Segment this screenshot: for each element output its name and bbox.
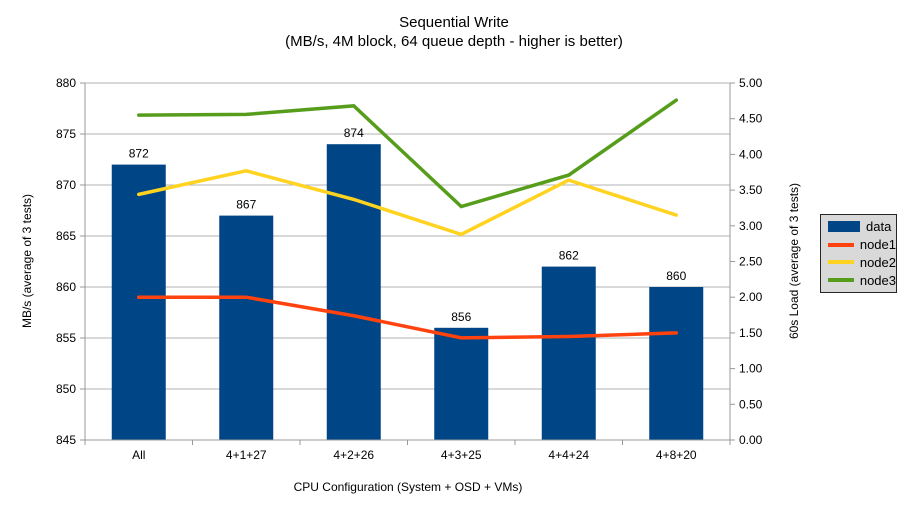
left-tick-label: 845 [56,433,76,447]
bar-swatch-icon [828,221,860,233]
right-tick-label: 3.50 [739,183,763,197]
category-label: 4+8+20 [656,448,697,462]
category-label: 4+1+27 [226,448,267,462]
right-tick-label: 1.00 [739,362,763,376]
left-axis-title: MB/s (average of 3 tests) [20,193,34,329]
left-tick-label: 850 [56,382,76,396]
line-swatch-icon [828,260,854,265]
bar [434,327,489,440]
category-label: 4+4+24 [548,448,589,462]
right-tick-label: 0.50 [739,397,763,411]
category-label: 4+3+25 [441,448,482,462]
right-tick-label: 1.50 [739,326,763,340]
right-tick-label: 4.00 [739,147,763,161]
right-tick-label: 3.00 [739,219,763,233]
bar-value-label: 860 [666,269,686,283]
left-tick-label: 855 [56,331,76,345]
left-tick-label: 875 [56,127,76,141]
chart-title: Sequential Write [399,14,509,31]
right-tick-label: 0.00 [739,433,763,447]
right-tick-label: 2.50 [739,255,763,269]
bar [649,287,704,440]
legend-item-node3: node3 [828,274,896,287]
bar [541,266,596,440]
line-node3 [137,98,678,209]
line-swatch-icon [828,278,854,283]
bar-value-label: 862 [559,249,579,263]
legend-item-label: node3 [859,272,896,288]
bar [111,164,166,440]
right-tick-label: 5.00 [739,76,763,90]
line-swatch-icon [828,242,854,247]
left-tick-label: 870 [56,178,76,192]
legend-item-data: data [828,220,896,233]
bar-value-label: 872 [129,147,149,161]
line-node2 [137,169,678,237]
legend-item-label: node1 [859,237,896,253]
legend-item-label: data [866,219,892,235]
bar [219,215,274,440]
legend-item-node1: node1 [828,238,896,251]
line-node1 [137,295,678,340]
chart-subtitle: (MB/s, 4M block, 64 queue depth - higher… [285,32,623,50]
bar [326,144,381,440]
left-tick-label: 860 [56,280,76,294]
bar-value-label: 867 [236,198,256,212]
legend-item-label: node2 [859,254,896,270]
left-tick-label: 880 [56,76,76,90]
x-axis-title: CPU Configuration (System + OSD + VMs) [293,480,523,494]
category-label: All [132,448,145,462]
right-tick-label: 2.00 [739,290,763,304]
bar-value-label: 856 [451,310,471,324]
category-label: 4+2+26 [333,448,374,462]
legend: data node1 node2 node3 [820,214,897,293]
bar-value-label: 874 [344,126,364,140]
right-axis-title: 60s Load (average of 3 tests) [787,182,801,340]
right-tick-label: 4.50 [739,112,763,126]
left-tick-label: 865 [56,229,76,243]
title-block: Sequential Write (MB/s, 4M block, 64 que… [0,14,908,52]
legend-item-node2: node2 [828,256,896,269]
